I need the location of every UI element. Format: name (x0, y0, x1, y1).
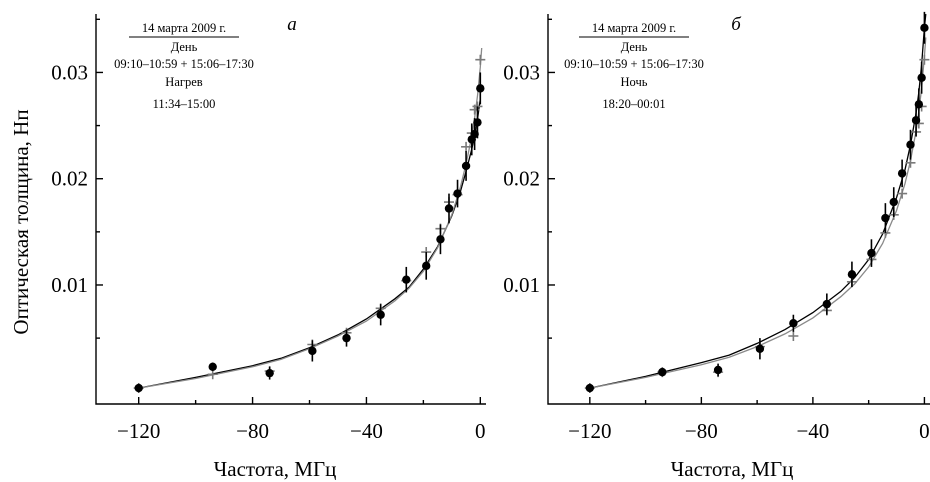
y-axis-label: Оптическая толщина, Нп (9, 109, 33, 334)
data-point-dot (308, 346, 317, 356)
x-tick-label: 0 (475, 419, 486, 443)
y-tick-label: 0.03 (51, 60, 88, 84)
data-point-dot (376, 310, 385, 319)
legend-line: 09:10–10:59 + 15:06–17:30 (114, 57, 254, 71)
data-point-plus (461, 141, 472, 152)
legend-line: 09:10–10:59 + 15:06–17:30 (564, 57, 704, 71)
data-point-dot (476, 84, 485, 93)
panel-letter: а (287, 14, 297, 35)
data-point-dot (822, 299, 832, 309)
legend-line: Ночь (621, 75, 648, 89)
data-point-dot (265, 368, 274, 378)
legend-line: 14 марта 2009 г. (592, 21, 676, 35)
legend-line: 18:20–00:01 (602, 97, 665, 111)
data-point-dot (585, 383, 595, 393)
data-point-dot (444, 204, 454, 213)
x-axis-label: Частота, МГц (671, 457, 794, 481)
data-point-dot (208, 362, 217, 372)
data-point-dot (473, 118, 482, 127)
x-tick-label: −40 (350, 419, 383, 443)
data-point-dot (867, 248, 876, 258)
y-tick-label: 0.01 (503, 273, 540, 297)
x-tick-label: −40 (796, 419, 829, 443)
axes-frame (547, 14, 930, 405)
legend-line: 14 марта 2009 г. (142, 21, 226, 35)
legend-line: День (171, 40, 198, 54)
data-point-dot (453, 189, 462, 198)
data-point-dot (461, 161, 471, 171)
data-point-dot (402, 275, 411, 284)
y-tick-label: 0.01 (51, 273, 88, 297)
data-point-dot (914, 100, 924, 109)
x-axis-label: Частота, МГц (214, 457, 337, 481)
data-point-dot (436, 235, 445, 244)
data-point-plus (475, 54, 486, 65)
data-point-dot (881, 213, 890, 223)
x-tick-label: −120 (568, 419, 611, 443)
fit-curve (589, 37, 927, 389)
y-tick-label: 0.03 (503, 60, 540, 84)
data-point-dot (789, 319, 798, 328)
data-point-plus (919, 54, 930, 65)
data-point-dot (342, 333, 351, 343)
plot-area (133, 47, 486, 394)
x-tick-label: −80 (236, 419, 269, 443)
data-point-dot (755, 344, 765, 353)
data-point-dot (713, 365, 723, 375)
plot-area (584, 11, 930, 394)
panel-letter: б (731, 14, 742, 35)
data-point-dot (847, 270, 857, 279)
data-point-dot (134, 383, 143, 393)
legend-line: Нагрев (165, 75, 203, 89)
panel-b: −120 −80 −40 0 0.01 0.02 0.03 Частота, МГц б 14 м… (503, 11, 930, 481)
data-point-dot (658, 367, 667, 377)
data-point-dot (897, 169, 907, 178)
y-tick-label: 0.02 (51, 167, 88, 191)
data-point-dot (917, 73, 926, 82)
x-tick-label: 0 (919, 419, 930, 443)
x-tick-label: −120 (117, 419, 160, 443)
data-point-plus (788, 330, 799, 341)
legend-line: День (621, 40, 648, 54)
x-tick-label: −80 (685, 419, 718, 443)
data-point-dot (889, 197, 898, 207)
data-point-plus (897, 188, 908, 199)
fit-curve (138, 47, 483, 389)
y-tick-label: 0.02 (503, 167, 540, 191)
data-point-dot (920, 23, 929, 33)
data-point-dot (906, 140, 915, 149)
panel-a: −120 −80 −40 0 0.01 0.02 0.03 Частота, МГц а 14 м… (51, 14, 486, 481)
axes-frame (95, 14, 486, 405)
legend-line: 11:34–15:00 (153, 97, 216, 111)
data-point-dot (422, 261, 431, 271)
